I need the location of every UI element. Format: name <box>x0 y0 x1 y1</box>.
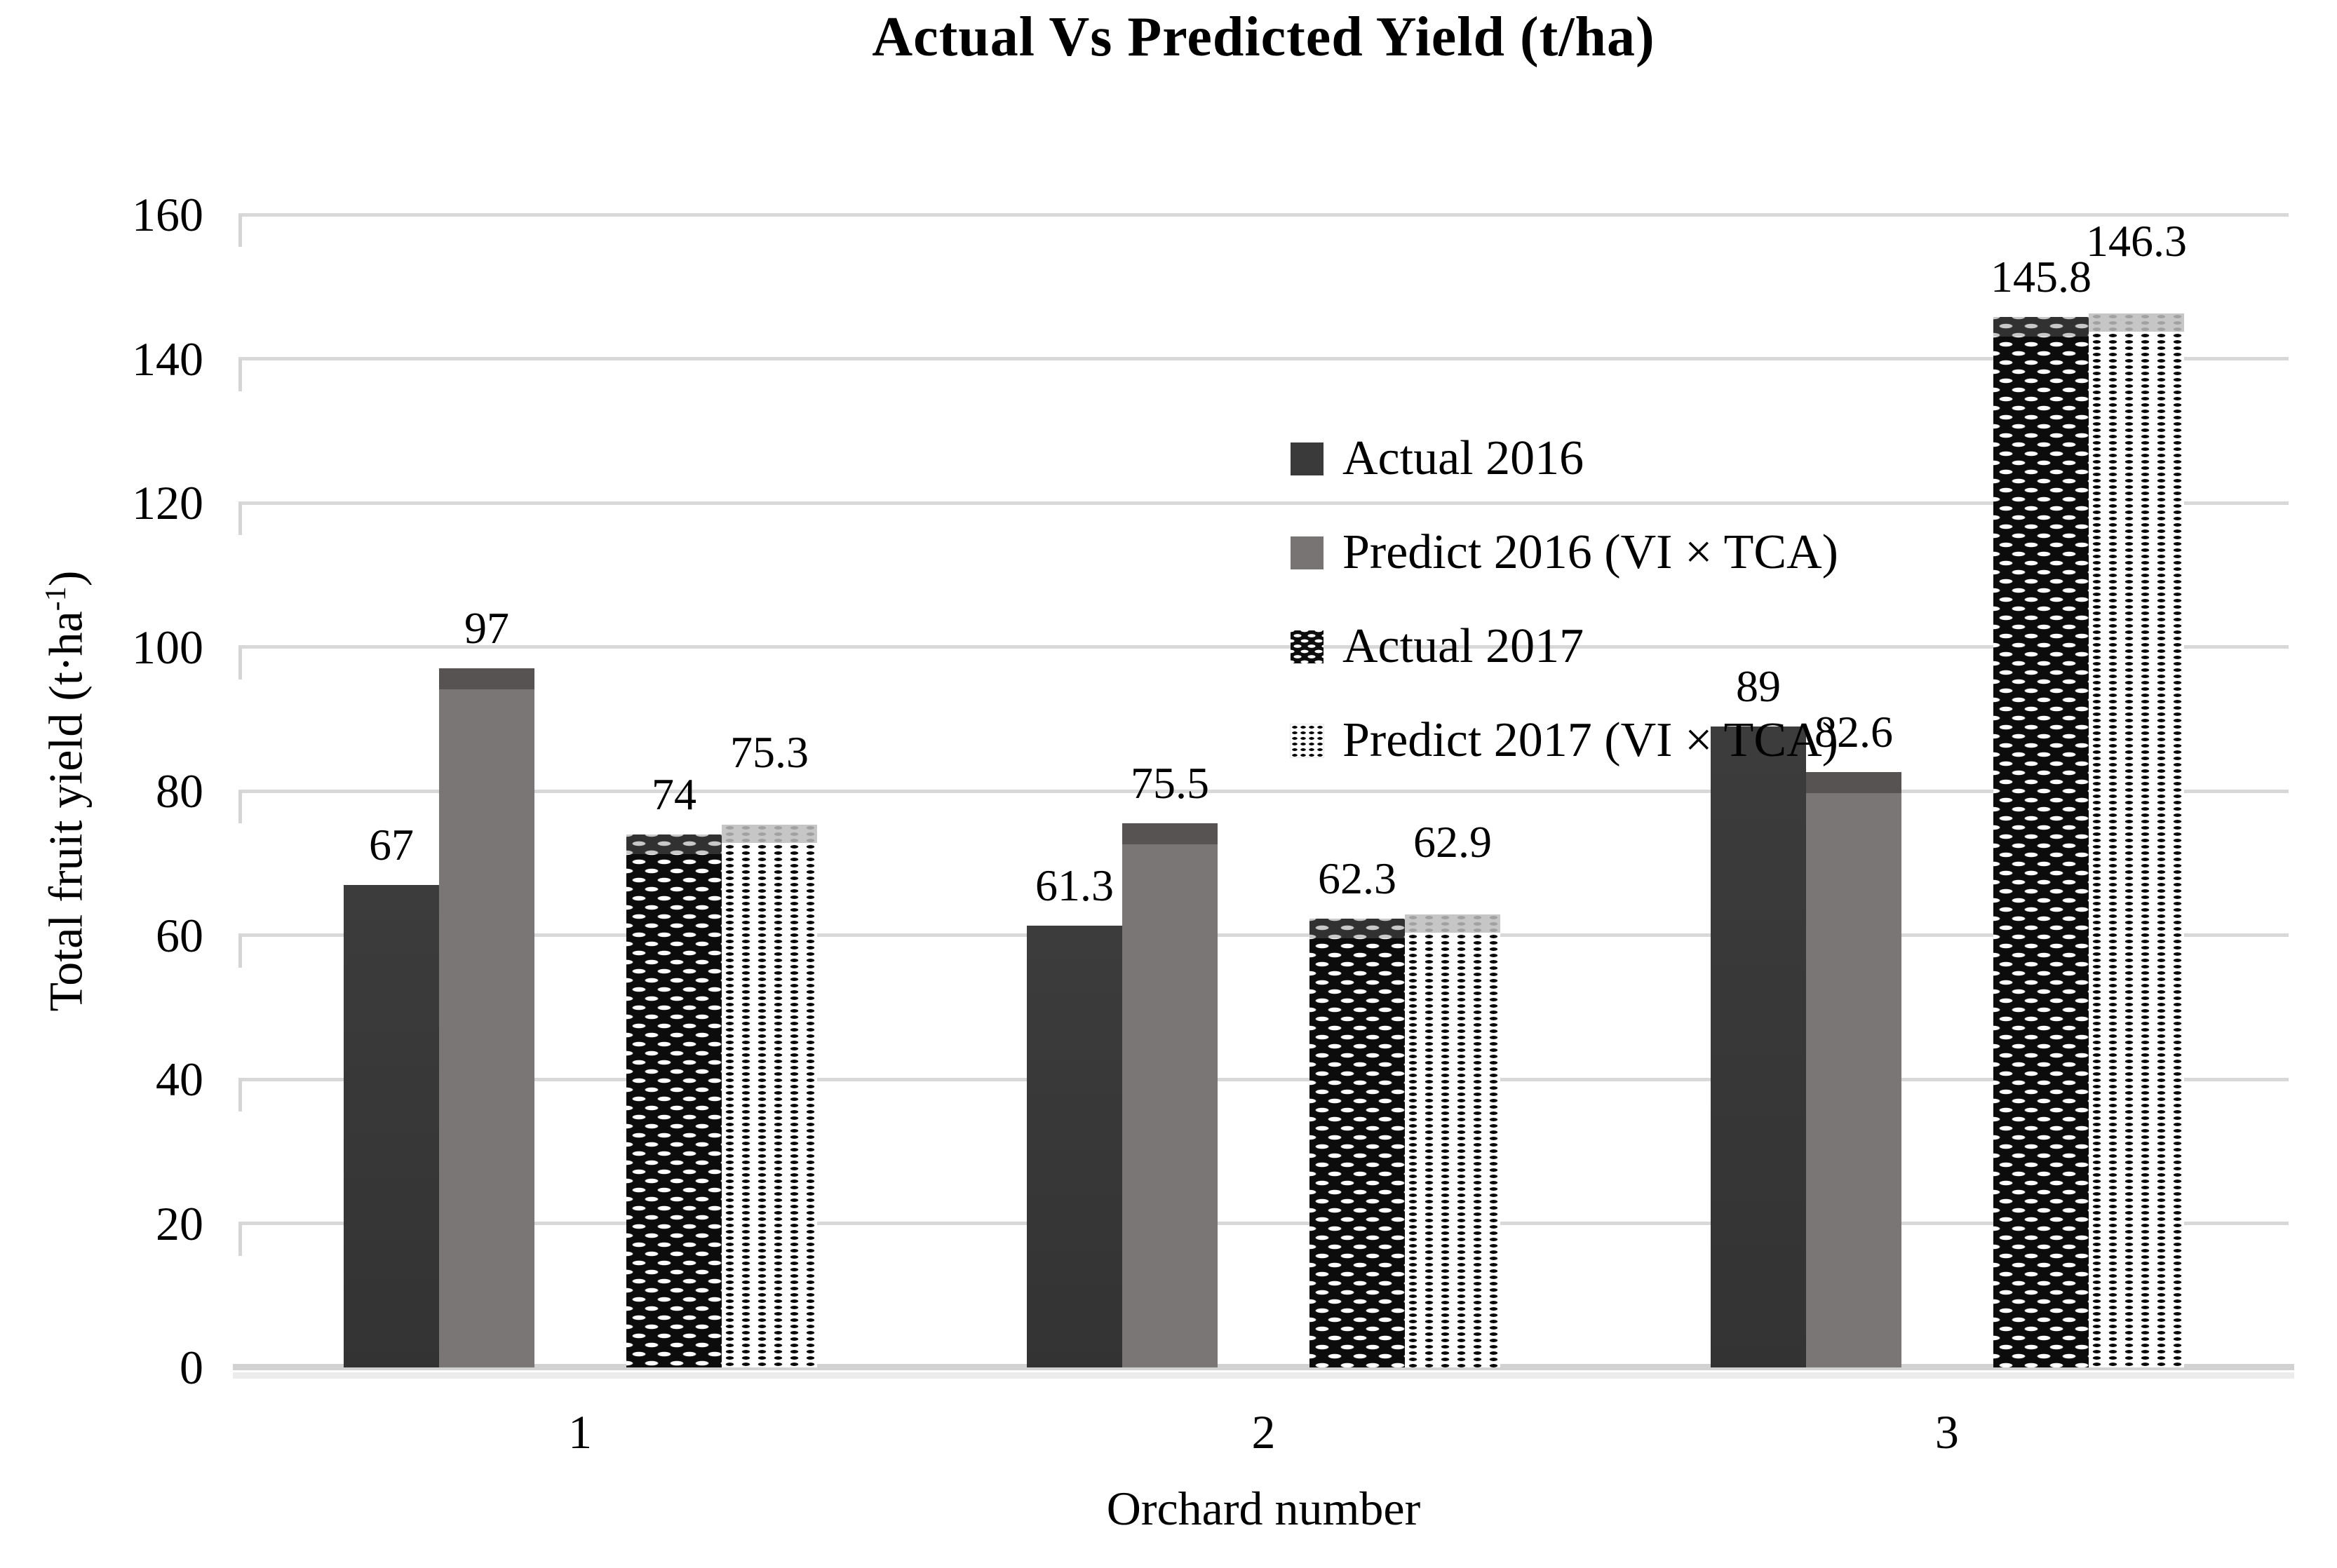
bar-predict-2017-orchard-3 <box>2089 313 2184 1367</box>
bar-label-predict-2017-orchard-1: 75.3 <box>730 727 809 777</box>
bar-label-predict-2016-orchard-2: 75.5 <box>1131 758 1209 808</box>
plot-area: Actual 2016 Predict 2016 (VI × TCA) Actu… <box>233 212 2294 1370</box>
y-tick-label-120: 120 <box>132 476 203 529</box>
bar-label-predict-2016-orchard-3: 82.6 <box>1814 707 1893 757</box>
legend-swatch-predict-2016-icon <box>1291 536 1324 569</box>
legend-item-actual-2017: Actual 2017 <box>1291 613 1838 680</box>
legend: Actual 2016 Predict 2016 (VI × TCA) Actu… <box>1290 425 1838 774</box>
y-tick-label-60: 60 <box>156 908 203 962</box>
legend-item-predict-2016: Predict 2016 (VI × TCA) <box>1291 519 1838 586</box>
axis-tick-60 <box>238 935 242 968</box>
axis-tick-80 <box>238 791 242 823</box>
legend-label-actual-2016: Actual 2016 <box>1342 431 1584 485</box>
y-tick-label-0: 0 <box>180 1341 203 1394</box>
gridline-160 <box>238 212 2289 217</box>
bar-actual-2016-orchard-1 <box>344 885 439 1367</box>
bar-label-predict-2017-orchard-2: 62.9 <box>1413 817 1492 867</box>
y-tick-label-20: 20 <box>156 1196 203 1250</box>
bar-label-actual-2016-orchard-1: 67 <box>369 820 414 870</box>
gridline-100 <box>238 645 2289 649</box>
legend-swatch-predict-2017-icon <box>1290 723 1324 758</box>
chart-title: Actual Vs Predicted Yield (t/ha) <box>872 6 1655 68</box>
x-tick-label-2: 2 <box>1251 1405 1276 1459</box>
gridline-120 <box>238 501 2289 505</box>
bar-label-actual-2016-orchard-3: 89 <box>1736 661 1781 711</box>
legend-item-predict-2017: Predict 2017 (VI × TCA) <box>1290 707 1838 774</box>
bar-label-actual-2017-orchard-3: 145.8 <box>1991 252 2092 302</box>
bar-label-actual-2017-orchard-2: 62.3 <box>1318 853 1396 903</box>
axis-tick-40 <box>238 1079 242 1111</box>
bar-actual-2016-orchard-3 <box>1711 726 1806 1367</box>
bar-actual-2016-orchard-2 <box>1027 926 1122 1367</box>
legend-swatch-actual-2016-icon <box>1291 442 1324 475</box>
legend-swatch-actual-2017-icon <box>1291 630 1324 663</box>
x-tick-label-1: 1 <box>568 1405 593 1459</box>
bar-predict-2016-orchard-1 <box>439 668 534 1367</box>
y-tick-label-140: 140 <box>132 332 203 386</box>
bar-actual-2017-orchard-3 <box>1993 317 2089 1367</box>
y-tick-label-40: 40 <box>156 1053 203 1106</box>
y-tick-label-80: 80 <box>156 764 203 818</box>
legend-label-actual-2017: Actual 2017 <box>1342 619 1584 673</box>
x-tick-label-3: 3 <box>1934 1405 1959 1459</box>
bar-predict-2017-orchard-2 <box>1405 914 1500 1367</box>
bar-actual-2017-orchard-1 <box>626 834 722 1367</box>
legend-item-actual-2016: Actual 2016 <box>1291 425 1838 492</box>
y-tick-label-160: 160 <box>132 188 203 241</box>
bar-predict-2016-orchard-2 <box>1122 823 1218 1367</box>
y-tick-label-100: 100 <box>132 620 203 674</box>
legend-label-predict-2016: Predict 2016 (VI × TCA) <box>1342 525 1838 579</box>
x-axis-line <box>233 1364 2294 1370</box>
y-axis-title-superscript: -1 <box>39 586 72 611</box>
gridline-40 <box>238 1077 2289 1081</box>
axis-tick-160 <box>238 215 242 247</box>
axis-tick-100 <box>238 647 242 680</box>
axis-tick-140 <box>238 358 242 391</box>
bar-label-actual-2017-orchard-1: 74 <box>652 769 696 819</box>
axis-tick-120 <box>238 503 242 535</box>
bar-actual-2017-orchard-2 <box>1309 919 1405 1367</box>
gridline-80 <box>238 789 2289 793</box>
bar-label-predict-2016-orchard-1: 97 <box>464 603 509 653</box>
gridline-60 <box>238 933 2289 937</box>
bar-label-actual-2016-orchard-2: 61.3 <box>1035 860 1114 910</box>
bar-predict-2017-orchard-1 <box>722 825 817 1367</box>
gridline-140 <box>238 357 2289 360</box>
legend-label-predict-2017: Predict 2017 (VI × TCA) <box>1342 713 1838 767</box>
bar-predict-2016-orchard-3 <box>1806 772 1901 1367</box>
axis-tick-20 <box>238 1223 242 1256</box>
y-axis-title-close: ) <box>39 570 93 587</box>
bar-label-predict-2017-orchard-3: 146.3 <box>2086 216 2187 266</box>
x-axis-title: Orchard number <box>1106 1482 1421 1535</box>
gridline-20 <box>238 1222 2289 1225</box>
